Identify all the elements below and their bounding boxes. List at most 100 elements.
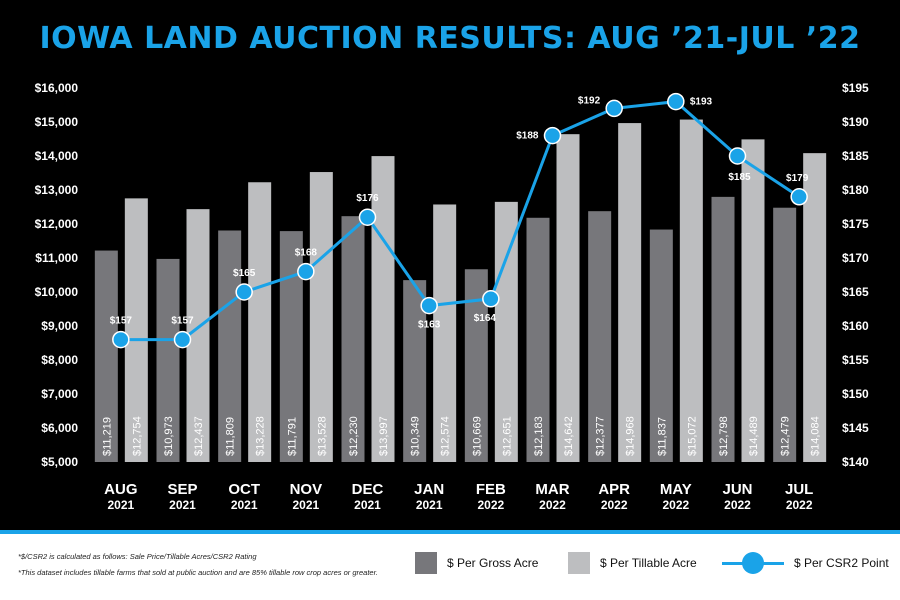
chart-title: IOWA LAND AUCTION RESULTS: AUG ’21-JUL ’… xyxy=(40,21,861,56)
left-tick-label: $16,000 xyxy=(35,81,79,95)
month-label: JUL xyxy=(785,481,813,498)
tillable-bar-label: $12,437 xyxy=(193,416,205,456)
csr2-point-label: $193 xyxy=(690,97,713,108)
csr2-point-label: $163 xyxy=(418,320,441,331)
tillable-bar-label: $14,968 xyxy=(625,416,637,456)
right-tick-label: $195 xyxy=(842,81,869,95)
year-label: 2022 xyxy=(601,498,628,512)
year-label: 2021 xyxy=(107,498,134,512)
year-label: 2022 xyxy=(662,498,689,512)
gross-bar xyxy=(711,196,735,463)
tillable-bar xyxy=(741,139,765,462)
csr2-point xyxy=(358,208,377,226)
csr2-point xyxy=(112,330,130,349)
csr2-point-label: $176 xyxy=(356,193,379,204)
tillable-bar-label: $13,997 xyxy=(378,416,390,456)
tillable-bar xyxy=(556,134,580,462)
left-tick-label: $6,000 xyxy=(41,421,78,435)
right-tick-label: $165 xyxy=(842,285,869,299)
month-label: APR xyxy=(598,481,630,498)
gross-bar-label: $11,837 xyxy=(656,417,668,456)
footnote-csr2: *$/CSR2 is calculated as follows: Sale P… xyxy=(18,552,257,561)
tillable-bar-label: $15,072 xyxy=(686,416,698,456)
legend-label-csr2: $ Per CSR2 Point xyxy=(794,556,889,570)
left-tick-label: $10,000 xyxy=(35,285,79,299)
gross-bar-label: $11,791 xyxy=(286,417,298,456)
month-label: JUN xyxy=(722,481,752,498)
tillable-bar-label: $12,651 xyxy=(501,416,513,456)
left-tick-label: $13,000 xyxy=(35,183,79,197)
legend-label-gross: $ Per Gross Acre xyxy=(447,556,539,570)
csr2-point-label: $164 xyxy=(474,313,497,324)
tillable-bar-label: $12,574 xyxy=(440,416,452,456)
month-label: MAR xyxy=(535,481,569,498)
left-tick-label: $9,000 xyxy=(41,319,78,333)
gross-bar xyxy=(218,230,242,462)
csr2-point xyxy=(543,126,562,145)
csr2-point xyxy=(667,92,685,111)
csr2-point xyxy=(790,188,808,206)
gross-bar xyxy=(526,217,550,462)
x-axis: AUG2021SEP2021OCT2021NOV2021DEC2021JAN20… xyxy=(104,481,813,512)
gross-bar xyxy=(773,207,797,462)
right-tick-label: $180 xyxy=(842,183,869,197)
gross-bar-label: $11,809 xyxy=(225,417,237,456)
year-label: 2022 xyxy=(477,498,504,512)
tillable-bar xyxy=(803,153,827,463)
year-label: 2021 xyxy=(231,498,258,512)
bars-layer: $11,219 $12,754 $10,973 $12,437 $11,809 $13,2… xyxy=(94,119,827,463)
right-tick-label: $155 xyxy=(842,353,869,367)
csr2-point-label: $168 xyxy=(295,248,318,259)
month-label: FEB xyxy=(476,481,506,498)
left-tick-label: $11,000 xyxy=(35,251,78,265)
gross-bar-label: $12,798 xyxy=(718,416,730,456)
csr2-point xyxy=(173,330,192,349)
csr2-line xyxy=(120,100,800,342)
gross-bar xyxy=(403,280,427,462)
gross-bar-label: $10,669 xyxy=(471,416,483,456)
year-label: 2021 xyxy=(169,498,196,512)
csr2-point-label: $157 xyxy=(110,316,133,327)
chart-svg: IOWA LAND AUCTION RESULTS: AUG ’21-JUL ’… xyxy=(35,21,869,512)
tillable-bar xyxy=(679,119,703,462)
month-label: NOV xyxy=(290,481,323,498)
right-tick-label: $170 xyxy=(842,251,869,265)
gross-bar xyxy=(94,250,118,462)
month-label: DEC xyxy=(352,481,384,498)
csr2-point xyxy=(235,283,253,301)
year-label: 2022 xyxy=(786,498,813,512)
tillable-bar xyxy=(309,172,333,462)
month-label: MAY xyxy=(660,481,692,498)
year-label: 2022 xyxy=(539,498,566,512)
csr2-point-label: $179 xyxy=(786,173,809,184)
footer: *$/CSR2 is calculated as follows: Sale P… xyxy=(0,530,900,600)
gross-bar-label: $10,973 xyxy=(163,416,175,456)
tillable-bar-label: $14,642 xyxy=(563,416,575,456)
legend-label-tillable: $ Per Tillable Acre xyxy=(600,556,697,570)
csr2-point xyxy=(297,262,315,281)
tillable-bar-label: $14,489 xyxy=(748,416,760,456)
legend-swatch-tillable xyxy=(568,552,590,574)
footnote-dataset: *This dataset includes tillable farms th… xyxy=(18,568,378,577)
year-label: 2021 xyxy=(416,498,443,512)
right-tick-label: $145 xyxy=(842,421,869,435)
legend-item-csr2: $ Per CSR2 Point xyxy=(722,552,889,574)
gross-bar xyxy=(341,216,365,462)
month-label: SEP xyxy=(167,481,197,498)
year-label: 2022 xyxy=(724,498,751,512)
month-label: AUG xyxy=(104,481,137,498)
left-tick-label: $7,000 xyxy=(41,387,78,401)
gross-bar-label: $12,183 xyxy=(533,416,545,456)
tillable-bar xyxy=(186,209,210,462)
tillable-bar xyxy=(124,198,148,462)
csr2-point-label: $192 xyxy=(578,95,601,106)
right-tick-label: $190 xyxy=(842,115,869,129)
tillable-bar xyxy=(618,123,642,462)
gross-bar-label: $12,377 xyxy=(595,416,607,456)
left-tick-label: $15,000 xyxy=(35,115,79,129)
tillable-bar-label: $13,528 xyxy=(316,416,328,456)
legend-item-tillable: $ Per Tillable Acre xyxy=(568,552,697,574)
tillable-bar-label: $13,228 xyxy=(255,416,267,456)
tillable-bar xyxy=(494,201,518,462)
